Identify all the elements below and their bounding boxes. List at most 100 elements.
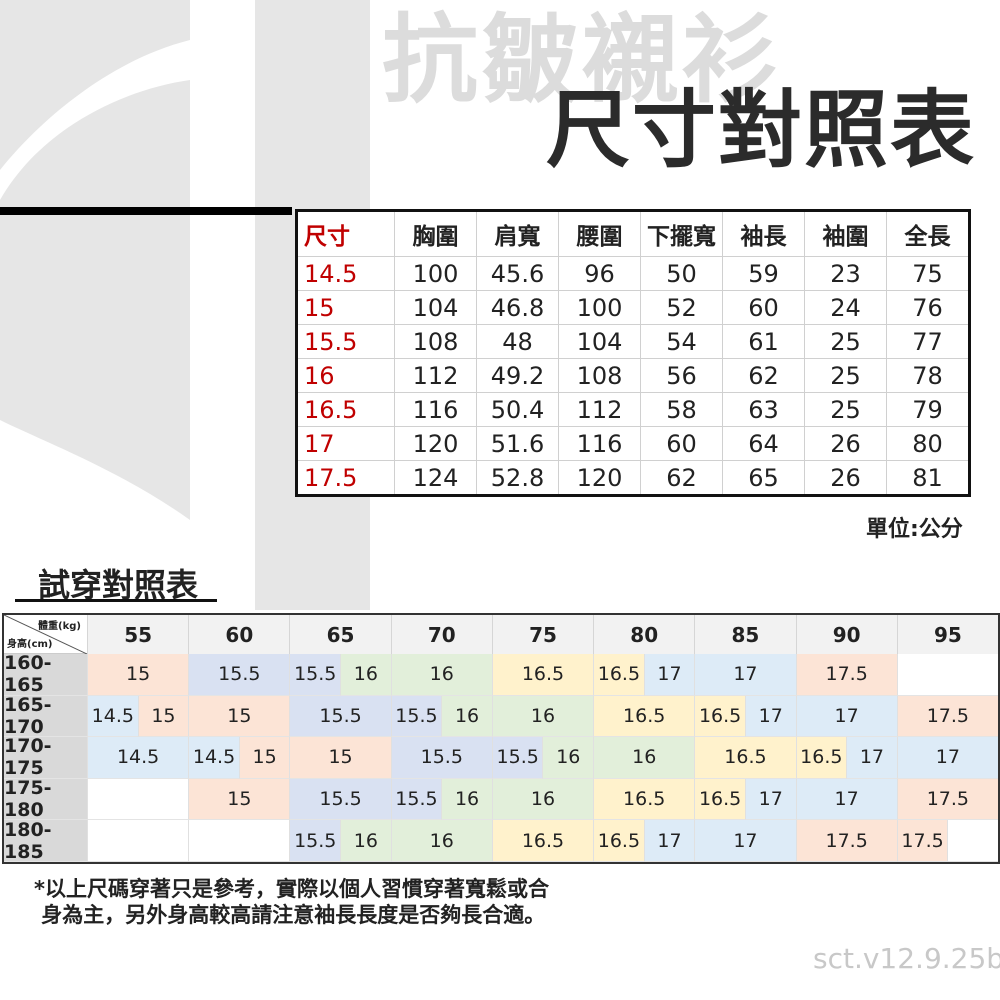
table-row: 15.5 108 48 104 54 61 25 77 — [296, 324, 970, 359]
measurement-cell: 77 — [886, 324, 970, 359]
recommended-size-cell: 16 — [340, 654, 391, 696]
measurement-cell: 62 — [722, 358, 805, 393]
size-table-header: 尺寸 胸圍 肩寬 腰圍 下擺寬 袖長 袖圍 全長 — [296, 210, 970, 257]
size-cell: 14.5 — [296, 256, 395, 291]
page-title: 尺寸對照表 — [546, 81, 977, 179]
height-row: 180-185 15.5 16 16 16.5 16.5 17 17 17.5 17.5 — [4, 819, 998, 863]
recommended-size-cell: 15.5 — [390, 737, 492, 779]
recommended-size-cell: 15.5 — [390, 695, 442, 738]
column-header: 腰圍 — [558, 210, 641, 257]
recommended-size-cell: 17 — [744, 695, 796, 738]
measurement-cell: 81 — [886, 460, 970, 496]
watermark-title: 抗皺襯衫 — [382, 4, 782, 116]
measurement-cell: 58 — [640, 392, 723, 427]
recommended-size-cell: 15.5 — [390, 778, 442, 821]
recommended-size-cell: 15.5 — [289, 654, 341, 696]
version-label: sct.v12.9.25b — [813, 942, 1000, 975]
weight-header: 95 — [896, 615, 998, 654]
recommended-size-cell: 16 — [491, 778, 594, 821]
table-row: 14.5 100 45.6 96 50 59 23 75 — [296, 256, 970, 291]
size-cell: 16 — [296, 358, 395, 393]
measurement-cell: 75 — [886, 256, 970, 291]
recommended-size-cell: 17 — [846, 737, 897, 779]
measurement-cell: 51.6 — [476, 426, 559, 461]
measurement-cell: 45.6 — [476, 256, 559, 291]
recommended-size-cell: 16 — [542, 737, 594, 779]
column-header: 尺寸 — [296, 210, 395, 257]
measurement-cell: 116 — [394, 392, 477, 427]
column-header: 胸圍 — [394, 210, 477, 257]
measurement-cell: 80 — [886, 426, 970, 461]
divider-bar — [0, 207, 292, 215]
measurement-cell: 100 — [394, 256, 477, 291]
recommended-size-cell: 17 — [744, 778, 796, 821]
measurement-cell: 104 — [558, 324, 641, 359]
recommended-size-cell: 16.5 — [694, 778, 745, 821]
recommended-size-cell: 17.5 — [795, 654, 897, 696]
table-row: 16 112 49.2 108 56 62 25 78 — [296, 358, 970, 393]
table-row: 17 120 51.6 116 60 64 26 80 — [296, 426, 970, 461]
size-table: 尺寸 胸圍 肩寬 腰圍 下擺寬 袖長 袖圍 全長 14.5 100 45.6 96 50 59 23 75 1… — [295, 209, 971, 497]
recommended-size-cell: 15 — [188, 778, 290, 821]
height-row: 165-170 14.5 15 15 15.5 15.5 16 16 16.5 16.5 17 17 1… — [4, 694, 998, 738]
measurement-cell: 48 — [476, 324, 559, 359]
diagonal-line — [4, 615, 87, 654]
height-row: 175-180 15 15.5 15.5 16 16 16.5 16.5 17 17 17.5 — [4, 777, 998, 821]
recommended-size-cell: 16 — [593, 737, 695, 779]
measurement-cell: 46.8 — [476, 290, 559, 325]
measurement-cell: 108 — [394, 324, 477, 359]
recommended-size-cell: 16.5 — [593, 695, 695, 738]
measurement-cell: 52 — [640, 290, 723, 325]
recommended-size-cell — [188, 820, 290, 862]
try-on-table: 體重(kg) 身高(cm) 55 60 65 70 75 80 85 90 95 160-165… — [2, 613, 1000, 864]
measurement-cell: 61 — [722, 324, 805, 359]
measurement-cell: 112 — [558, 392, 641, 427]
recommended-size-cell: 15.5 — [289, 695, 391, 738]
measurement-cell: 25 — [804, 358, 887, 393]
recommended-size-cell: 14.5 — [87, 695, 138, 738]
height-row: 170-175 14.5 14.5 15 15 15.5 15.5 16 16 16.5 16.5 1… — [4, 735, 998, 779]
recommended-size-cell: 15 — [238, 737, 290, 779]
measurement-cell: 62 — [640, 460, 723, 496]
column-header: 全長 — [886, 210, 970, 257]
measurement-cell: 76 — [886, 290, 970, 325]
measurement-cell: 26 — [804, 460, 887, 496]
recommended-size-cell: 17 — [694, 820, 796, 862]
measurement-cell: 96 — [558, 256, 641, 291]
size-cell: 17 — [296, 426, 395, 461]
recommended-size-cell: 17.5 — [896, 820, 948, 862]
measurement-cell: 60 — [640, 426, 723, 461]
recommended-size-cell: 16.5 — [491, 820, 594, 862]
measurement-cell: 78 — [886, 358, 970, 393]
table-row: 15 104 46.8 100 52 60 24 76 — [296, 290, 970, 325]
size-cell: 15 — [296, 290, 395, 325]
title-underline — [15, 599, 217, 602]
recommended-size-cell: 16.5 — [593, 654, 644, 696]
measurement-cell: 64 — [722, 426, 805, 461]
measurement-cell: 63 — [722, 392, 805, 427]
recommended-size-cell: 15 — [87, 654, 189, 696]
recommended-size-cell: 17 — [643, 820, 695, 862]
measurement-cell: 49.2 — [476, 358, 559, 393]
recommended-size-cell: 17 — [694, 654, 796, 696]
recommended-size-cell: 16.5 — [694, 737, 796, 779]
recommended-size-cell: 15 — [289, 737, 391, 779]
measurement-cell: 108 — [558, 358, 641, 393]
recommended-size-cell: 14.5 — [188, 737, 239, 779]
height-row: 160-165 15 15.5 15.5 16 16 16.5 16.5 17 17 17.5 — [4, 652, 998, 696]
recommended-size-cell: 17 — [795, 695, 897, 738]
weight-axis-label: 體重(kg) — [38, 621, 81, 632]
column-header: 肩寬 — [476, 210, 559, 257]
weight-header: 65 — [289, 615, 391, 654]
measurement-cell: 23 — [804, 256, 887, 291]
recommended-size-cell — [947, 820, 998, 862]
measurement-cell: 112 — [394, 358, 477, 393]
measurement-cell: 25 — [804, 392, 887, 427]
height-range-label: 170-175 — [4, 735, 87, 779]
column-header: 下擺寬 — [640, 210, 723, 257]
height-axis-label: 身高(cm) — [7, 639, 53, 650]
recommended-size-cell: 16 — [441, 695, 492, 738]
measurement-cell: 60 — [722, 290, 805, 325]
measurement-cell: 116 — [558, 426, 641, 461]
recommended-size-cell: 16 — [390, 820, 492, 862]
